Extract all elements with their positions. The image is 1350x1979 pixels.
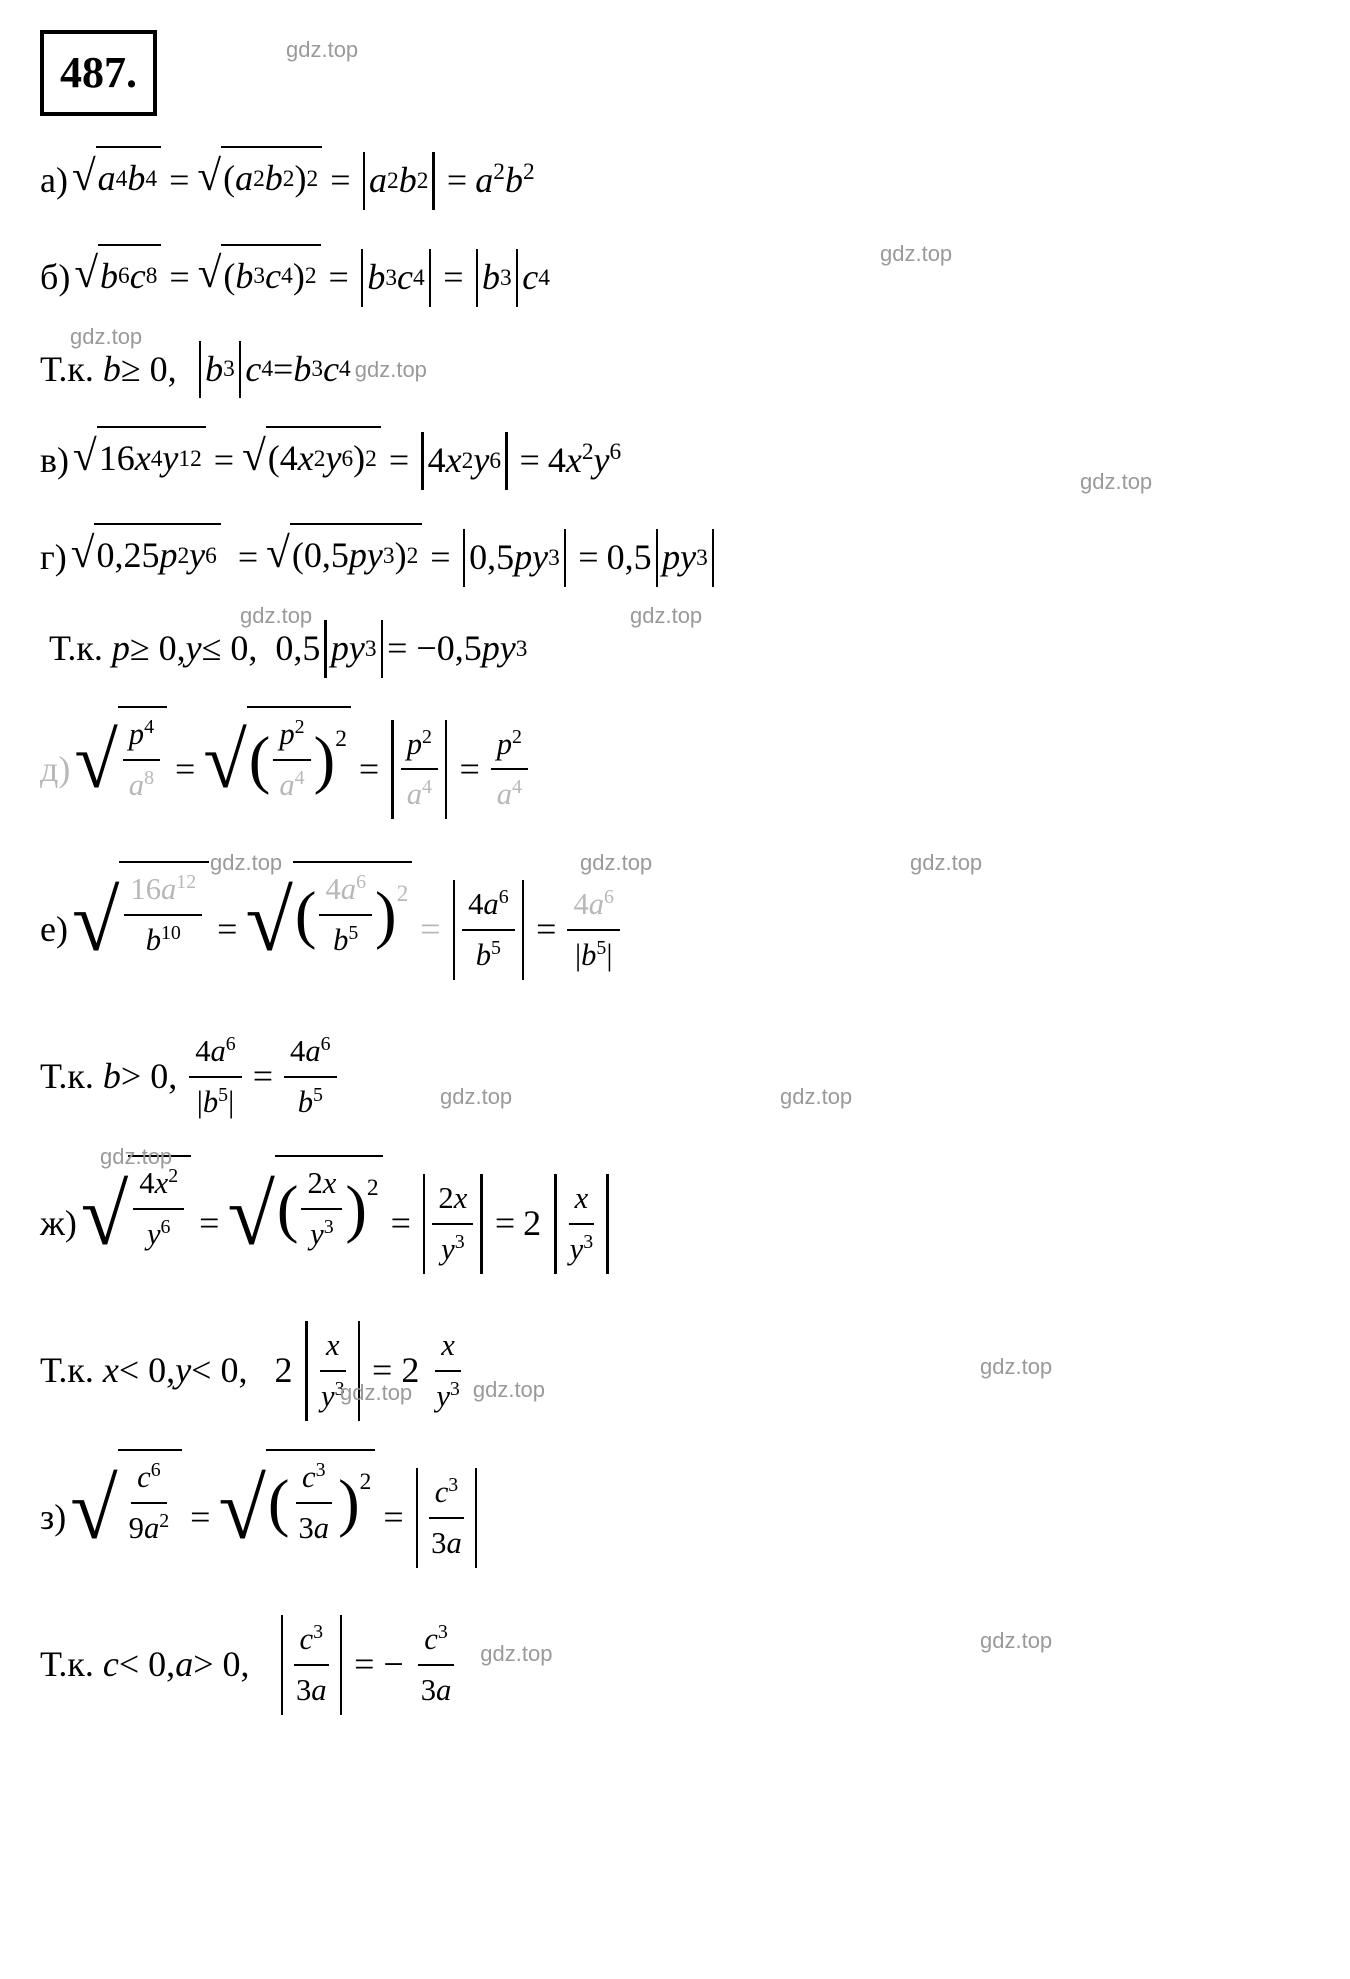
label-d: д) bbox=[40, 741, 70, 799]
watermark: gdz.top bbox=[480, 1636, 552, 1671]
watermark: gdz.top bbox=[910, 845, 982, 880]
sqrt-zh-2: √ ( 2x y3 )2 bbox=[227, 1155, 382, 1293]
watermark: gdz.top bbox=[286, 37, 358, 62]
watermark: gdz.top bbox=[355, 352, 427, 387]
watermark: gdz.top bbox=[980, 1349, 1052, 1384]
line-b-cond: gdz.top Т.к. b ≥ 0, b3c4 = b3c4 gdz.top bbox=[40, 341, 1310, 399]
line-d: д) √ p4 a8 = √ ( p2 a4 )2 = p2 a4 = p2 a… bbox=[40, 706, 1310, 833]
abs-g: 0,5py3 bbox=[459, 529, 571, 587]
line-z: з) √ c6 9a2 = √ ( c3 3a )2 = c3 3a bbox=[40, 1449, 1310, 1587]
sqrt-a-2: √ (a2b2)2 bbox=[197, 146, 322, 215]
line-zh: gdz.top ж) √ 4x2 y6 = √ ( 2x y3 )2 = 2x … bbox=[40, 1155, 1310, 1293]
watermark: gdz.top bbox=[473, 1372, 545, 1407]
abs-d: p2 a4 bbox=[387, 720, 451, 820]
result-v: 4x2y6 bbox=[548, 432, 621, 490]
line-e: gdz.top gdz.top gdz.top е) √ 16a12 b10 =… bbox=[40, 861, 1310, 999]
watermark: gdz.top bbox=[630, 598, 702, 633]
abs-zh-2: x y3 bbox=[550, 1174, 613, 1274]
watermark: gdz.top bbox=[780, 1079, 852, 1114]
watermark: gdz.top bbox=[240, 598, 312, 633]
sqrt-b-1: √ b6c8 bbox=[74, 244, 161, 313]
sqrt-e-2: √ ( 4a6 b5 )2 bbox=[245, 861, 412, 999]
line-v: в) √ 16x4y12 = √ (4x2y6)2 = 4x2y6 = 4x2y… bbox=[40, 426, 1310, 495]
label-a: а) bbox=[40, 152, 68, 210]
frac-e-cond-2: 4a6 b5 bbox=[284, 1027, 337, 1127]
label-e: е) bbox=[40, 901, 68, 959]
label-b: б) bbox=[40, 249, 70, 307]
frac-e-cond-1: 4a6 |b5| bbox=[189, 1027, 242, 1127]
sqrt-a-1: √ a4b4 bbox=[72, 146, 161, 215]
sqrt-g-2: √ (0,5py3)2 bbox=[266, 523, 422, 592]
abs-e: 4a6 b5 bbox=[449, 880, 529, 980]
abs-v: 4x2y6 bbox=[417, 432, 511, 490]
coef-zh: 2 bbox=[523, 1195, 550, 1253]
problem-number: 487. bbox=[40, 30, 157, 116]
sqrt-v-1: √ 16x4y12 bbox=[73, 426, 206, 495]
watermark: gdz.top bbox=[340, 1375, 412, 1410]
abs-z: c3 3a bbox=[412, 1468, 482, 1568]
label-v: в) bbox=[40, 432, 69, 490]
result-e: 4a6 |b5| bbox=[567, 880, 620, 980]
abs-b-cond: b3 bbox=[195, 341, 246, 399]
line-b: б) √ b6c8 = √ (b3c4)2 = b3c4 = b3c4 gdz.… bbox=[40, 244, 1310, 313]
label-z: з) bbox=[40, 1489, 66, 1547]
abs-z-cond: c3 3a bbox=[277, 1615, 347, 1715]
label-zh: ж) bbox=[40, 1195, 77, 1253]
sqrt-zh-1: √ 4x2 y6 bbox=[81, 1155, 191, 1293]
sqrt-z-2: √ ( c3 3a )2 bbox=[218, 1449, 375, 1587]
watermark: gdz.top bbox=[880, 236, 952, 271]
abs-b1: b3c4 bbox=[357, 249, 435, 307]
frac-z-cond-r: c3 3a bbox=[415, 1615, 458, 1715]
abs-b2: b3 bbox=[472, 249, 523, 307]
result-d: p2 a4 bbox=[491, 720, 528, 820]
watermark: gdz.top bbox=[70, 319, 142, 354]
sqrt-z-1: √ c6 9a2 bbox=[70, 1449, 182, 1587]
line-g-cond: gdz.top gdz.top Т.к. p ≥ 0, y ≤ 0, 0,5py… bbox=[40, 620, 1310, 678]
sqrt-g-1: √ 0,25p2y6 bbox=[71, 523, 221, 592]
sqrt-v-2: √ (4x2y6)2 bbox=[242, 426, 381, 495]
result-g: 0,5 bbox=[607, 529, 652, 587]
result-a: a2b2 bbox=[475, 152, 534, 210]
watermark: gdz.top bbox=[1080, 464, 1152, 499]
since-e: Т.к. bbox=[40, 1048, 94, 1106]
since-g: Т.к. bbox=[49, 620, 103, 678]
line-g: г) √ 0,25p2y6 = √ (0,5py3)2 = 0,5py3 = 0… bbox=[40, 523, 1310, 592]
sqrt-b-2: √ (b3c4)2 bbox=[198, 244, 321, 313]
line-e-cond: Т.к. b > 0, 4a6 |b5| = 4a6 b5 gdz.top gd… bbox=[40, 1027, 1310, 1127]
line-z-cond: Т.к. c < 0, a > 0, c3 3a = − c3 3a gdz.t… bbox=[40, 1615, 1310, 1715]
abs-g-cond: py3 bbox=[320, 620, 387, 678]
abs-g2: py3 bbox=[652, 529, 719, 587]
sqrt-e-1: √ 16a12 b10 bbox=[72, 861, 209, 999]
watermark: gdz.top bbox=[580, 845, 652, 880]
abs-a: a2b2 bbox=[359, 152, 439, 210]
since-z: Т.к. bbox=[40, 1636, 94, 1694]
label-g: г) bbox=[40, 529, 67, 587]
sqrt-d-2: √ ( p2 a4 )2 bbox=[203, 706, 351, 833]
frac-zh-cond-r: x y3 bbox=[430, 1321, 466, 1421]
abs-zh-1: 2x y3 bbox=[419, 1174, 487, 1274]
sqrt-d-1: √ p4 a8 bbox=[74, 706, 167, 833]
watermark: gdz.top bbox=[440, 1079, 512, 1114]
since-zh: Т.к. bbox=[40, 1342, 94, 1400]
watermark: gdz.top bbox=[980, 1623, 1052, 1658]
line-a: а) √ a4b4 = √ (a2b2)2 = a2b2 = a2b2 bbox=[40, 146, 1310, 215]
line-zh-cond: Т.к. x < 0, y < 0, 2 x y3 = 2 x y3 gdz.t… bbox=[40, 1321, 1310, 1421]
